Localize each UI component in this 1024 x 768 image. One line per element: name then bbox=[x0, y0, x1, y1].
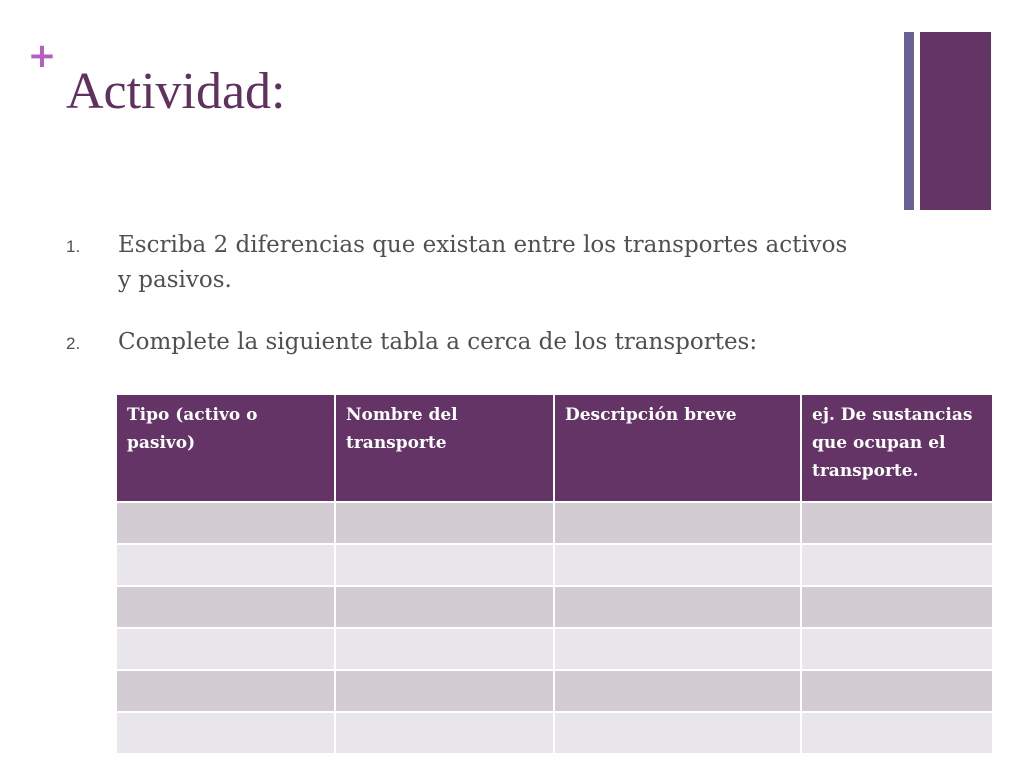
table-row bbox=[117, 503, 992, 543]
table-row bbox=[117, 587, 992, 627]
table-cell bbox=[117, 545, 334, 585]
table-cell bbox=[117, 503, 334, 543]
table-cell bbox=[336, 629, 553, 669]
header-ejemplos: ej. De sustancias que ocupan el transpor… bbox=[802, 395, 992, 501]
accent-bar-thin bbox=[904, 32, 914, 210]
instruction-list: 1. Escriba 2 diferencias que existan ent… bbox=[66, 228, 866, 360]
table-header-row: Tipo (activo o pasivo) Nombre del transp… bbox=[117, 395, 992, 501]
table-body bbox=[117, 503, 992, 753]
table-cell bbox=[802, 503, 992, 543]
table-cell bbox=[555, 545, 800, 585]
list-number: 2. bbox=[66, 334, 81, 353]
table-cell bbox=[802, 545, 992, 585]
list-item: 1. Escriba 2 diferencias que existan ent… bbox=[66, 228, 866, 298]
list-item-text: Escriba 2 diferencias que existan entre … bbox=[118, 232, 848, 293]
table-cell bbox=[802, 629, 992, 669]
table-cell bbox=[555, 503, 800, 543]
header-descripcion: Descripción breve bbox=[555, 395, 800, 501]
table-container: Tipo (activo o pasivo) Nombre del transp… bbox=[115, 393, 992, 755]
slide-title: Actividad: bbox=[66, 63, 286, 120]
table-row bbox=[117, 671, 992, 711]
table-cell bbox=[802, 713, 992, 753]
table-cell bbox=[336, 671, 553, 711]
header-nombre: Nombre del transporte bbox=[336, 395, 553, 501]
table-cell bbox=[117, 671, 334, 711]
table-cell bbox=[802, 587, 992, 627]
table-cell bbox=[555, 587, 800, 627]
table-cell bbox=[555, 713, 800, 753]
plus-icon: + bbox=[27, 36, 57, 76]
list-number: 1. bbox=[66, 237, 81, 256]
table-cell bbox=[117, 629, 334, 669]
table-cell bbox=[802, 671, 992, 711]
transport-table: Tipo (activo o pasivo) Nombre del transp… bbox=[115, 393, 994, 755]
table-cell bbox=[336, 545, 553, 585]
table-cell bbox=[117, 587, 334, 627]
table-row bbox=[117, 545, 992, 585]
table-cell bbox=[336, 587, 553, 627]
list-item-text: Complete la siguiente tabla a cerca de l… bbox=[118, 329, 758, 355]
table-cell bbox=[555, 671, 800, 711]
header-tipo: Tipo (activo o pasivo) bbox=[117, 395, 334, 501]
table-cell bbox=[336, 713, 553, 753]
table-cell bbox=[336, 503, 553, 543]
table-row bbox=[117, 713, 992, 753]
table-cell bbox=[555, 629, 800, 669]
list-item: 2. Complete la siguiente tabla a cerca d… bbox=[66, 325, 866, 360]
accent-bar-wide bbox=[920, 32, 991, 210]
table-row bbox=[117, 629, 992, 669]
table-cell bbox=[117, 713, 334, 753]
